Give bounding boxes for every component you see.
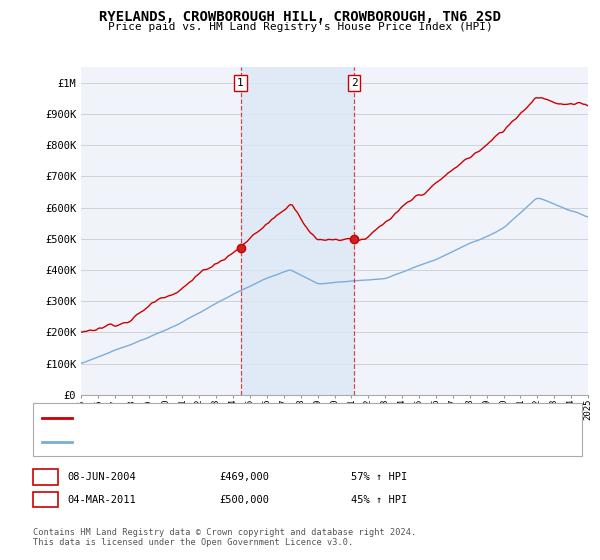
Text: Contains HM Land Registry data © Crown copyright and database right 2024.
This d: Contains HM Land Registry data © Crown c… [33, 528, 416, 547]
Text: 1: 1 [237, 78, 244, 88]
Text: £500,000: £500,000 [219, 494, 269, 505]
Text: 57% ↑ HPI: 57% ↑ HPI [351, 472, 407, 482]
Text: 45% ↑ HPI: 45% ↑ HPI [351, 494, 407, 505]
Text: 1: 1 [42, 470, 49, 484]
Text: 08-JUN-2004: 08-JUN-2004 [68, 472, 137, 482]
Text: RYELANDS, CROWBOROUGH HILL, CROWBOROUGH, TN6 2SD (detached house): RYELANDS, CROWBOROUGH HILL, CROWBOROUGH,… [81, 414, 455, 423]
Text: HPI: Average price, detached house, Wealden: HPI: Average price, detached house, Weal… [81, 438, 328, 447]
Text: 2: 2 [42, 493, 49, 506]
Text: 2: 2 [351, 78, 358, 88]
Bar [241, 67, 354, 395]
Text: RYELANDS, CROWBOROUGH HILL, CROWBOROUGH, TN6 2SD: RYELANDS, CROWBOROUGH HILL, CROWBOROUGH,… [99, 10, 501, 24]
Text: £469,000: £469,000 [219, 472, 269, 482]
Text: 04-MAR-2011: 04-MAR-2011 [68, 494, 137, 505]
Text: Price paid vs. HM Land Registry's House Price Index (HPI): Price paid vs. HM Land Registry's House … [107, 22, 493, 32]
